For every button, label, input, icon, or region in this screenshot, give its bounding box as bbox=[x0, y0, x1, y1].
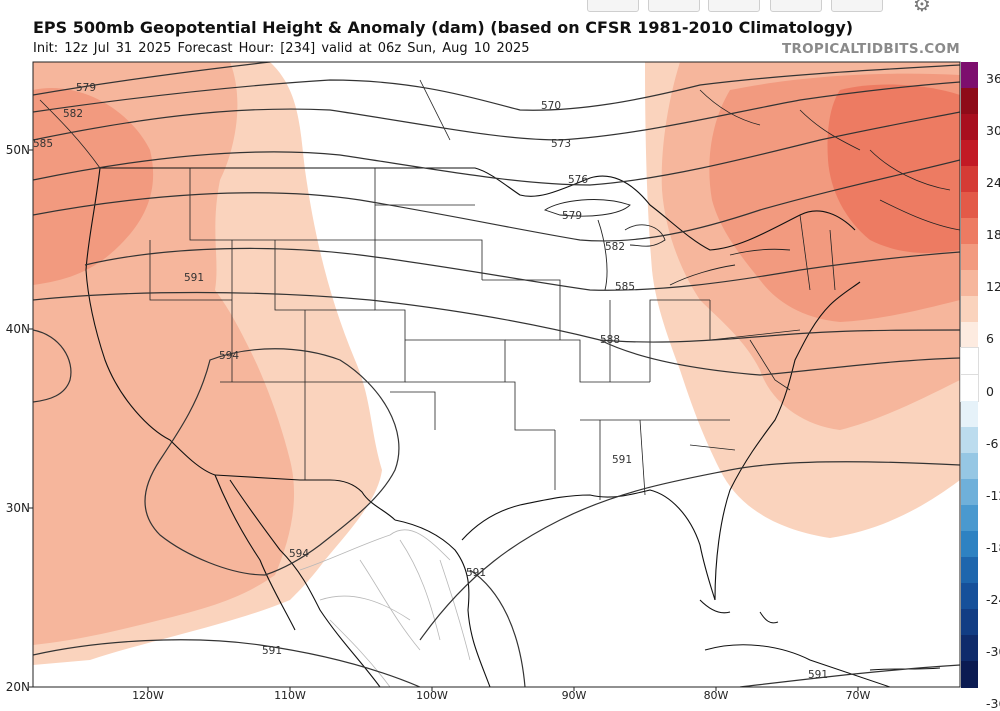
lat-label: 30N bbox=[5, 501, 30, 515]
lon-label: 80W bbox=[703, 689, 729, 702]
east-coast bbox=[714, 281, 861, 601]
colorbar-swatch bbox=[961, 426, 978, 454]
lat-label: 40N bbox=[5, 322, 30, 336]
contour-labels: 579 582 585 591 594 570 573 576 579 582 … bbox=[33, 82, 828, 681]
gear-icon[interactable]: ⚙ bbox=[913, 0, 931, 16]
colorbar-label: 36 bbox=[986, 71, 1000, 86]
florida-keys bbox=[699, 599, 731, 614]
contour-label: 573 bbox=[551, 138, 571, 150]
lon-label: 90W bbox=[561, 689, 587, 702]
west-coast bbox=[85, 167, 216, 476]
colorbar-swatch bbox=[961, 62, 978, 89]
contour-label: 591 bbox=[184, 272, 204, 284]
colorbar-swatch bbox=[961, 530, 978, 558]
colorbar-swatch bbox=[961, 244, 978, 271]
contour-label: 591 bbox=[466, 567, 486, 579]
colorbar-label: -30 bbox=[986, 643, 1000, 659]
contour-591-south bbox=[419, 461, 960, 641]
contour-label: 582 bbox=[63, 108, 83, 120]
colorbar-label: -36 bbox=[986, 696, 1000, 711]
lat-label: 20N bbox=[5, 680, 30, 694]
baja-coast bbox=[214, 474, 296, 631]
colorbar-label: 30 bbox=[986, 123, 1000, 139]
lon-label: 100W bbox=[416, 689, 448, 702]
toolbar-tab[interactable] bbox=[587, 0, 639, 12]
colorbar-label: 24 bbox=[986, 175, 1000, 191]
colorbar-swatch bbox=[961, 192, 978, 219]
contour-label: 576 bbox=[568, 174, 588, 186]
contour-label: 585 bbox=[615, 281, 635, 293]
lat-label: 50N bbox=[5, 143, 30, 157]
contour-594 bbox=[144, 348, 400, 576]
toolbar-tab[interactable] bbox=[648, 0, 700, 12]
colorbar-label: -24 bbox=[986, 591, 1000, 607]
colorbar-swatch bbox=[961, 166, 978, 193]
colorbar-swatch bbox=[960, 347, 979, 377]
map-title: EPS 500mb Geopotential Height & Anomaly … bbox=[33, 18, 854, 37]
contour-label: 591 bbox=[612, 454, 632, 466]
colorbar-swatch bbox=[961, 556, 978, 584]
colorbar-swatch bbox=[961, 660, 978, 688]
colorbar-label: 0 bbox=[986, 383, 994, 399]
colorbar-label: 18 bbox=[986, 227, 1000, 243]
colorbar-swatch bbox=[961, 88, 978, 115]
colorbar-swatch bbox=[961, 270, 978, 297]
colorbar-label: -6 bbox=[986, 435, 999, 451]
colorbar-label: -12 bbox=[986, 487, 1000, 503]
colorbar-swatch bbox=[961, 608, 978, 636]
contour-label: 585 bbox=[33, 138, 53, 150]
colorbar-swatch bbox=[961, 582, 978, 610]
site-watermark[interactable]: TROPICALTIDBITS.COM bbox=[781, 41, 960, 57]
contour-label: 591 bbox=[808, 669, 828, 681]
colorbar-swatch bbox=[961, 218, 978, 245]
colorbar-swatch bbox=[961, 452, 978, 480]
lon-label: 110W bbox=[274, 689, 306, 702]
contour-label: 591 bbox=[262, 645, 282, 657]
colorbar-swatch bbox=[961, 400, 978, 428]
colorbar-swatch bbox=[960, 373, 979, 403]
contour-label: 570 bbox=[541, 100, 561, 112]
mexico-pacific-coast bbox=[229, 479, 381, 687]
us-mexico-border bbox=[214, 474, 396, 521]
colorbar-label: 12 bbox=[986, 279, 1000, 295]
contour-label: 594 bbox=[219, 350, 239, 362]
contour-label: 582 bbox=[605, 241, 625, 253]
anomaly-shade-west-core bbox=[33, 88, 154, 285]
lon-label: 120W bbox=[132, 689, 164, 702]
contour-label: 579 bbox=[76, 82, 96, 94]
toolbar-tab[interactable] bbox=[770, 0, 822, 12]
colorbar-swatch bbox=[961, 140, 978, 167]
map-subtitle: Init: 12z Jul 31 2025 Forecast Hour: [23… bbox=[33, 41, 530, 56]
colorbar-swatch bbox=[961, 296, 978, 324]
colorbar-swatch bbox=[961, 478, 978, 506]
colorbar-label: -18 bbox=[986, 539, 1000, 555]
colorbar-swatch bbox=[961, 634, 978, 662]
toolbar-tab[interactable] bbox=[708, 0, 760, 12]
contour-label: 594 bbox=[289, 548, 309, 560]
colorbar-swatch bbox=[961, 322, 978, 350]
lon-label: 70W bbox=[845, 689, 871, 702]
colorbar-swatch bbox=[961, 504, 978, 532]
contour-label: 588 bbox=[600, 334, 620, 346]
colorbar-label: 6 bbox=[986, 331, 994, 347]
contour-label: 579 bbox=[562, 210, 582, 222]
toolbar-tab[interactable] bbox=[831, 0, 883, 12]
colorbar-swatch bbox=[961, 114, 978, 141]
